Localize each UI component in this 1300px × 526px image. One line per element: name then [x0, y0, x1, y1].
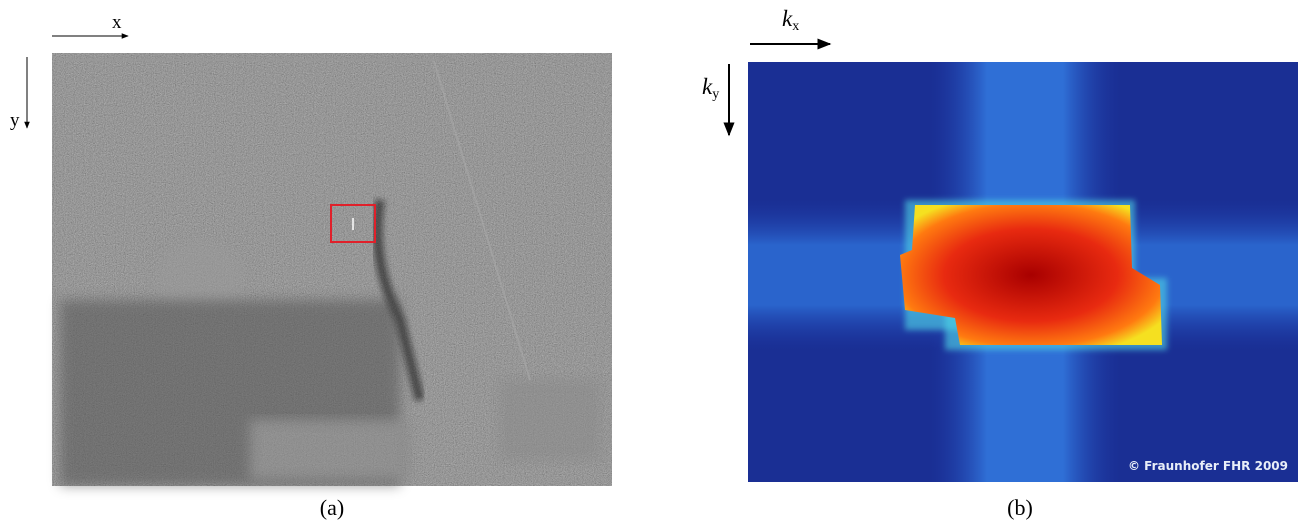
- caption: (b): [1007, 495, 1033, 520]
- ky-subscript: y: [712, 87, 719, 102]
- panel-b: © Fraunhofer FHR 2009 kx ky (b): [702, 6, 1298, 520]
- y-axis-label: y: [10, 110, 20, 131]
- copyright: © Fraunhofer FHR 2009: [1128, 459, 1288, 473]
- x-axis-label: x: [112, 12, 122, 33]
- caption: (a): [320, 495, 344, 520]
- kx-label: kx: [782, 6, 799, 34]
- figure: x y (a) © Fraunhofer FHR 2009 kx ky (b): [0, 0, 1300, 526]
- ky-label: ky: [702, 74, 719, 102]
- panel-a: x y (a): [10, 12, 612, 520]
- kx-subscript: x: [792, 19, 799, 34]
